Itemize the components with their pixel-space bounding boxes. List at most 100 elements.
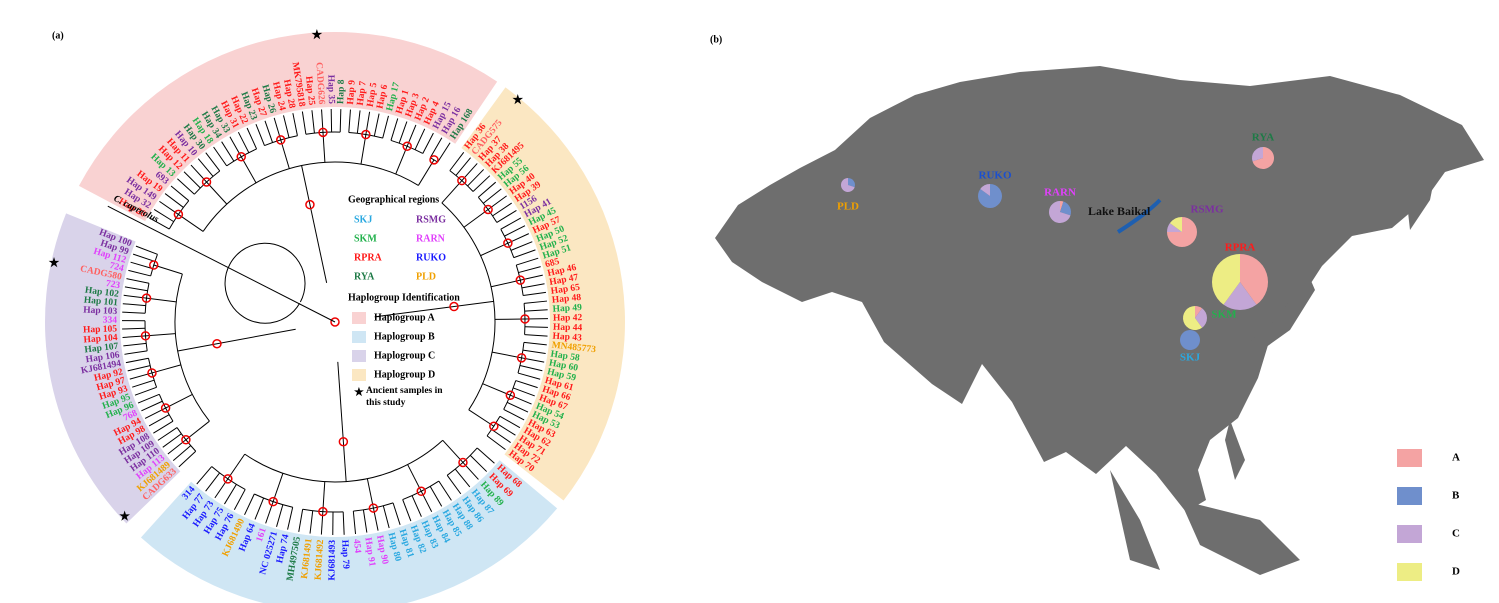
branch	[185, 420, 210, 441]
branch	[483, 188, 502, 204]
branch	[417, 159, 435, 186]
branch	[196, 466, 213, 485]
branch	[469, 455, 488, 472]
branch	[402, 499, 412, 522]
branch	[178, 214, 204, 232]
haplogroup-legend: Haplogroup A	[374, 312, 435, 323]
branch	[441, 202, 496, 411]
branch	[496, 209, 517, 223]
leaf-label: 161	[255, 526, 269, 543]
branch	[205, 152, 221, 172]
branch	[168, 200, 190, 230]
branch	[468, 409, 495, 427]
branch	[442, 439, 464, 463]
legend-swatch	[1397, 525, 1422, 543]
pie-slice	[1252, 147, 1274, 169]
haplogroup-sector	[461, 87, 626, 501]
node-support	[173, 209, 184, 220]
legend-label: B	[1452, 490, 1460, 502]
branch	[254, 497, 265, 520]
leaf-label: Hap 49	[552, 303, 582, 315]
branch	[524, 300, 548, 304]
branch	[165, 394, 193, 409]
legend-swatch	[352, 369, 366, 381]
branch	[467, 169, 485, 187]
haplogroup-legend: Haplogroup D	[374, 369, 435, 380]
legend-label: D	[1452, 566, 1460, 578]
branch	[128, 269, 151, 277]
panel-b: (b) Lake Baikal PLD RUKO RARN RSMG RYA RPRA SKM S…	[710, 34, 1484, 581]
leaf-label: KJ681492	[314, 539, 327, 580]
branch	[463, 209, 489, 228]
branch	[282, 115, 290, 138]
branch	[449, 151, 465, 171]
leaf-label: Hap 103	[83, 306, 118, 318]
site-label: RUKO	[979, 170, 1012, 182]
node-support	[141, 293, 152, 303]
branch	[124, 350, 148, 355]
branch	[472, 175, 491, 192]
leaf-label: Hap 105	[83, 324, 118, 335]
branch	[122, 303, 146, 307]
branch	[298, 509, 304, 532]
node-support	[449, 301, 459, 312]
branch	[174, 273, 210, 422]
site-label: SKM	[1211, 309, 1237, 321]
branch	[272, 473, 284, 502]
branch	[524, 334, 548, 337]
region-legend: RYA	[354, 271, 375, 282]
islands	[1110, 420, 1300, 575]
leaf-label: KJ681491	[300, 538, 315, 580]
branch	[122, 327, 146, 330]
pie-slice	[1180, 330, 1200, 350]
branch	[362, 509, 368, 533]
branch	[224, 484, 237, 505]
branch	[162, 433, 182, 448]
legend-swatch	[352, 331, 366, 343]
branch	[292, 113, 298, 136]
branch	[476, 447, 495, 464]
branch	[153, 264, 183, 275]
branch	[516, 257, 539, 266]
node-support	[520, 314, 530, 324]
site-label: RARN	[1044, 187, 1076, 199]
branch	[455, 157, 471, 176]
haplogroup-sector	[78, 31, 498, 222]
leaf-label: Hap 44	[553, 323, 583, 334]
branch	[246, 127, 258, 150]
branch	[491, 429, 511, 443]
branch	[146, 297, 177, 303]
ancient-star: ★	[49, 255, 60, 269]
legend-swatch	[1397, 449, 1422, 467]
branch	[513, 249, 536, 259]
branch	[144, 320, 148, 351]
leaf-label: Hap 7	[356, 80, 369, 106]
branch	[233, 489, 246, 510]
branch	[411, 495, 422, 517]
branch	[523, 291, 546, 297]
branch	[521, 283, 545, 289]
branch	[178, 450, 197, 468]
branch	[226, 148, 257, 167]
branch	[123, 342, 147, 347]
pie-slice	[1212, 254, 1240, 305]
branch	[305, 131, 341, 135]
node-support	[275, 135, 286, 145]
leaf-label: Hap 58	[550, 350, 581, 364]
node-support	[318, 506, 328, 517]
branch	[141, 400, 163, 412]
branch	[301, 165, 328, 283]
branch	[353, 502, 394, 512]
node-support	[201, 177, 212, 187]
pie-slice	[1049, 201, 1071, 224]
leaf-label: Hap 104	[83, 333, 118, 345]
branch	[211, 466, 246, 490]
branch	[524, 309, 548, 312]
branch	[127, 365, 151, 372]
branch	[422, 132, 434, 154]
branch	[322, 481, 326, 512]
node-support	[361, 129, 371, 140]
branch	[515, 380, 538, 389]
pie-slice	[977, 184, 1003, 209]
region-legend: SKJ	[354, 214, 372, 225]
